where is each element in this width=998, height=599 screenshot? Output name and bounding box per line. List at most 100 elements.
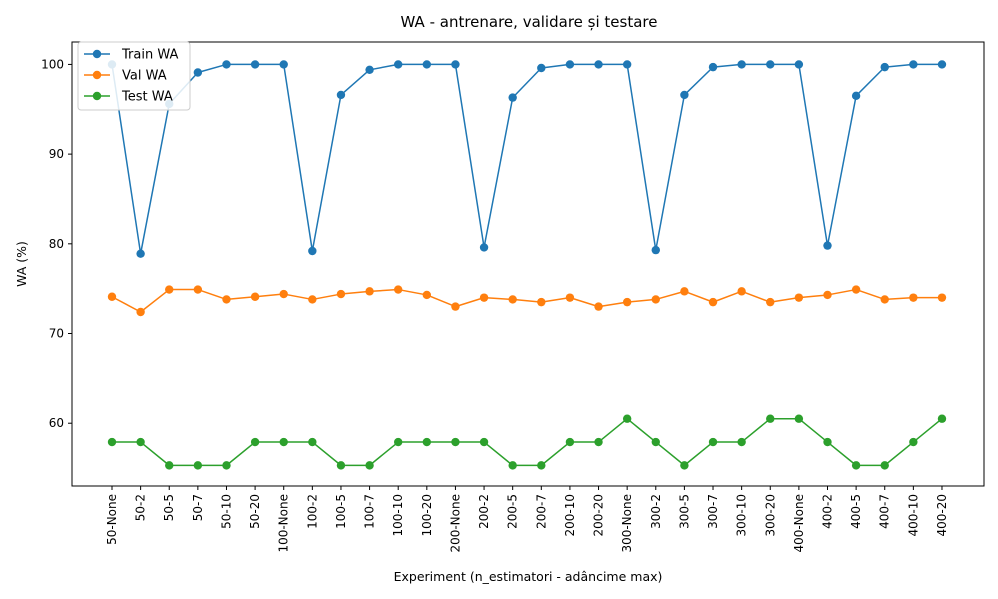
data-point	[394, 60, 403, 69]
data-point	[937, 293, 947, 302]
data-point	[737, 60, 746, 69]
data-point	[794, 60, 804, 69]
x-tick-label: 300-5	[677, 494, 691, 529]
y-tick-label: 70	[49, 327, 64, 341]
data-point	[651, 437, 660, 447]
data-point	[308, 246, 317, 256]
data-point	[766, 414, 775, 423]
data-point	[279, 60, 288, 69]
legend-label: Train WA	[121, 48, 178, 63]
data-point	[537, 297, 546, 307]
data-point	[565, 437, 575, 447]
data-point	[537, 63, 546, 73]
data-point	[136, 307, 145, 317]
data-point	[279, 289, 288, 299]
y-tick-label: 100	[41, 57, 64, 71]
data-point	[193, 285, 203, 294]
legend-label: Val WA	[122, 69, 167, 84]
data-point	[451, 60, 460, 69]
x-tick-label: 100-5	[334, 494, 348, 529]
x-tick-label: 200-7	[534, 494, 548, 529]
data-point	[622, 60, 632, 69]
data-point	[594, 437, 603, 447]
x-tick-label: 50-2	[134, 494, 148, 521]
data-point	[937, 414, 947, 423]
data-point	[279, 437, 288, 447]
legend-marker	[92, 49, 102, 59]
legend-label: Test WA	[121, 90, 173, 105]
data-point	[909, 293, 918, 302]
data-point	[880, 461, 889, 470]
data-point	[107, 437, 117, 447]
data-point	[565, 293, 575, 302]
data-point	[537, 461, 546, 470]
x-tick-label: 200-10	[563, 494, 577, 537]
series-line	[111, 288, 942, 313]
x-tick-label: 400-5	[849, 494, 863, 529]
legend-marker	[92, 91, 102, 101]
data-point	[565, 60, 575, 69]
data-point	[909, 437, 918, 447]
x-tick-label: 400-None	[792, 494, 806, 553]
data-point	[394, 437, 403, 447]
x-tick-label: 200-5	[506, 494, 520, 529]
data-point	[308, 295, 317, 304]
data-point	[708, 62, 718, 72]
data-point	[737, 437, 746, 447]
data-point	[451, 302, 460, 311]
data-point	[651, 245, 660, 255]
data-point	[479, 437, 489, 447]
data-point	[193, 461, 203, 470]
data-point	[136, 437, 145, 447]
data-point	[680, 461, 689, 470]
data-point	[165, 285, 174, 294]
data-point	[336, 289, 346, 299]
legend-box	[77, 41, 191, 111]
data-point	[909, 60, 918, 69]
data-point	[851, 91, 861, 101]
data-point	[422, 60, 432, 69]
data-point	[880, 295, 889, 304]
x-axis-ticks: 50-None 50-2 50-5 50-7 50-10 50-20 100-None 100…	[105, 486, 949, 553]
data-point	[365, 65, 374, 75]
data-point	[250, 60, 260, 69]
x-tick-label: 400-2	[821, 494, 835, 529]
data-point	[508, 461, 517, 470]
series-line	[111, 63, 942, 255]
series-val-wa	[107, 285, 947, 317]
data-point	[937, 60, 947, 69]
y-axis-ticks: 60 70 80 90 100	[41, 57, 72, 430]
data-point	[222, 461, 231, 470]
data-point	[136, 249, 145, 258]
data-point	[508, 295, 517, 304]
x-tick-label: 100-2	[305, 494, 319, 529]
x-tick-label: 100-20	[420, 494, 434, 537]
data-point	[823, 437, 832, 447]
data-point	[823, 290, 832, 300]
data-point	[422, 437, 432, 447]
x-tick-label: 300-10	[735, 494, 749, 537]
data-point	[250, 292, 260, 301]
data-point	[508, 93, 517, 102]
plot-area	[107, 60, 947, 470]
data-point	[193, 68, 203, 77]
data-point	[479, 293, 489, 302]
x-tick-label: 300-None	[620, 494, 634, 553]
data-point	[737, 287, 746, 296]
data-point	[336, 90, 346, 100]
y-tick-label: 90	[49, 147, 64, 161]
data-point	[222, 60, 231, 69]
data-point	[794, 414, 804, 423]
legend-marker	[92, 70, 102, 80]
data-point	[622, 414, 632, 423]
data-point	[250, 437, 260, 447]
legend: Train WA Val WA Test WA	[77, 41, 191, 111]
y-tick-label: 80	[49, 237, 64, 251]
x-tick-label: 400-7	[878, 494, 892, 529]
x-tick-label: 400-20	[935, 494, 949, 537]
data-point	[766, 297, 775, 307]
x-tick-label: 400-10	[906, 494, 920, 537]
data-point	[365, 287, 374, 296]
data-point	[336, 461, 346, 470]
x-tick-label: 200-None	[448, 494, 462, 553]
